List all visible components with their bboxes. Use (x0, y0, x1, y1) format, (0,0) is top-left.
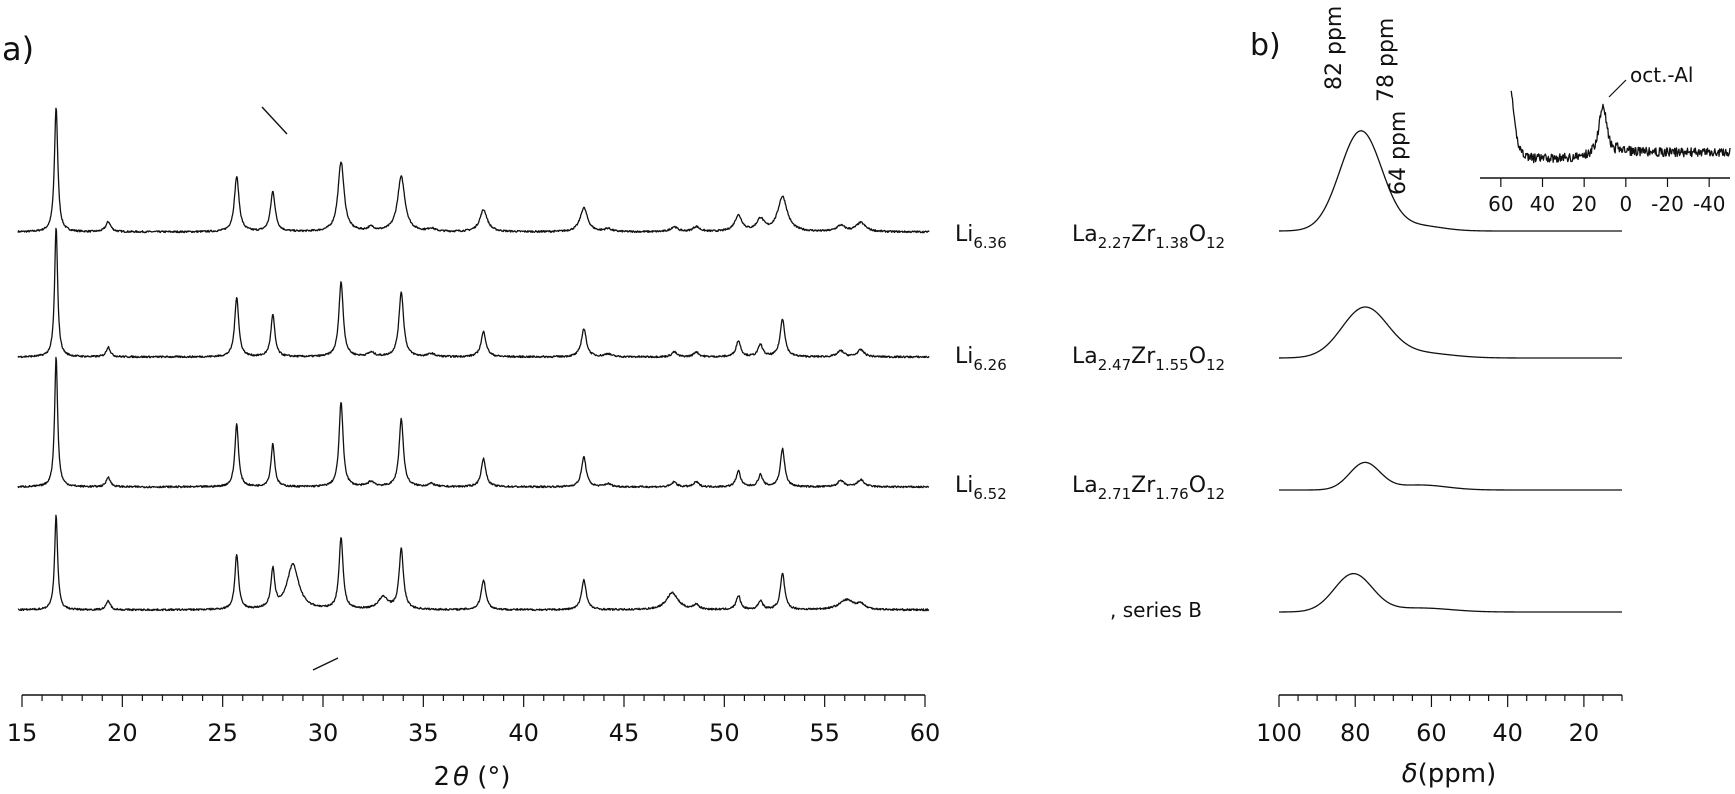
nmr-trace-1 (1279, 130, 1622, 232)
la-zr-o-label-1: La2.27Zr1.38O12 (1072, 222, 1225, 252)
xrd-tick-label: 30 (308, 719, 339, 747)
annotation-82-ppm: 82 ppm (1322, 6, 1347, 90)
slash-mark-bottom (312, 657, 339, 671)
oct-al-leader-line (1608, 79, 1627, 98)
inset-spectrum: 60 40 20 0 -20 -40 (1480, 90, 1731, 216)
la-zr-o-label-3: La2.71Zr1.76O12 (1072, 473, 1225, 503)
nmr-trace-3 (1279, 461, 1622, 491)
theta-symbol: θ (453, 762, 469, 792)
xrd-tick-label: 25 (207, 719, 238, 747)
inset-tick-label: -40 (1693, 192, 1726, 216)
li-label-2: Li6.26 (955, 344, 1007, 374)
sample-label-3: Li6.52 La2.71Zr1.76O12 (955, 473, 1225, 503)
xrd-tick-label: 15 (7, 719, 38, 747)
panel-a-label: a) (2, 30, 34, 68)
nmr-tick-label: 80 (1340, 719, 1371, 747)
xrd-traces (17, 107, 930, 612)
xrd-trace-2 (17, 227, 930, 359)
xrd-xlabel-suffix: (°) (469, 762, 511, 792)
la-zr-o-label-2: La2.47Zr1.55O12 (1072, 344, 1225, 374)
inset-tick-label: -20 (1651, 192, 1684, 216)
nmr-traces (1278, 130, 1622, 613)
xrd-tick-label: 35 (408, 719, 439, 747)
slash-mark-top (261, 106, 288, 135)
oct-al-annotation: oct.-Al (1630, 63, 1693, 87)
annotation-78-ppm: 78 ppm (1374, 18, 1399, 102)
sample-label-2: Li6.26 La2.47Zr1.55O12 (955, 344, 1225, 374)
nmr-x-axis-title: δ(ppm) (1402, 759, 1497, 789)
nmr-tick-label: 60 (1416, 719, 1447, 747)
nmr-trace-4 (1279, 572, 1622, 613)
nmr-tick-label: 100 (1256, 719, 1302, 747)
nmr-tick-label: 20 (1569, 719, 1600, 747)
nmr-x-axis: 100 80 60 40 20 (1256, 694, 1623, 747)
inset-tick-label: 40 (1530, 192, 1555, 216)
inset-tick-label: 60 (1488, 192, 1513, 216)
xrd-tick-label: 40 (508, 719, 539, 747)
nmr-tick-label: 40 (1492, 719, 1523, 747)
xrd-x-axis: 15 20 25 30 35 40 45 50 55 60 (7, 694, 941, 747)
nmr-xlabel-suffix: (ppm) (1418, 759, 1497, 789)
annotation-64-ppm: 64 ppm (1386, 111, 1411, 195)
sample-label-1: Li6.36 La2.27Zr1.38O12 (955, 222, 1225, 252)
inset-tick-label: 20 (1571, 192, 1596, 216)
inset-trace (1510, 90, 1731, 164)
xrd-tick-label: 55 (809, 719, 840, 747)
li-label-3: Li6.52 (955, 473, 1007, 503)
li-label-1: Li6.36 (955, 222, 1007, 252)
xrd-trace-1 (17, 107, 930, 234)
nmr-trace-2 (1278, 306, 1622, 359)
delta-symbol: δ (1402, 759, 1418, 789)
inset-tick-label: 0 (1619, 192, 1632, 216)
xrd-tick-label: 50 (709, 719, 740, 747)
panel-b-label: b) (1250, 28, 1281, 63)
xrd-tick-label: 20 (107, 719, 138, 747)
xrd-trace-4 (17, 514, 930, 612)
xrd-tick-label: 45 (609, 719, 640, 747)
xrd-tick-label: 60 (910, 719, 941, 747)
xrd-trace-3 (17, 356, 930, 489)
xrd-xlabel-prefix: 2 (433, 762, 450, 792)
series-b-label: , series B (1110, 598, 1202, 622)
